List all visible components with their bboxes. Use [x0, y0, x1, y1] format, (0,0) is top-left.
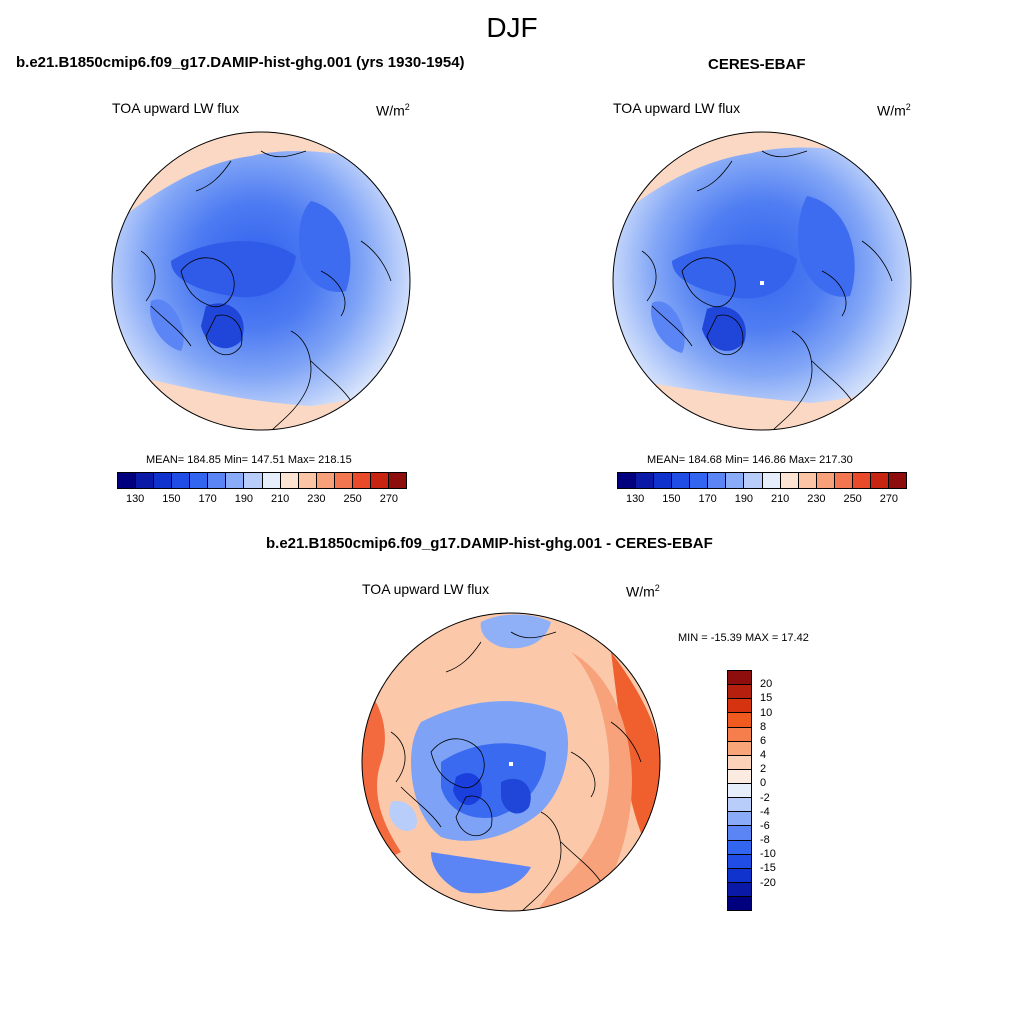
obs-polar-map: [612, 131, 912, 431]
model-colorbar-swatch: [262, 473, 281, 488]
diff-colorbar-swatch: [728, 699, 751, 714]
diff-colorbar-swatch: [728, 727, 751, 742]
model-colorbar-swatch: [226, 473, 245, 488]
obs-units-label: W/m2: [877, 102, 911, 119]
model-colorbar-swatch: [118, 473, 137, 488]
model-colorbar-tick-label: 130: [125, 493, 145, 505]
diff-colorbar-tick-label: 15: [760, 692, 773, 705]
model-colorbar-tick-label: 250: [343, 493, 362, 505]
model-variable-label: TOA upward LW flux: [112, 100, 240, 116]
model-colorbar-swatch: [280, 473, 299, 488]
diff-colorbar-tick-label: -2: [760, 791, 770, 804]
model-units-label: W/m2: [376, 102, 410, 119]
obs-colorbar-swatch: [672, 473, 691, 488]
diff-colorbar-tick-label: 0: [760, 777, 767, 790]
model-stats: MEAN= 184.85 Min= 147.51 Max= 218.15: [146, 454, 352, 466]
obs-colorbar-swatch: [834, 473, 853, 488]
model-colorbar-swatch: [352, 473, 371, 488]
diff-colorbar-swatch: [728, 769, 751, 784]
diff-colorbar-tick-label: 4: [760, 749, 767, 762]
diff-colorbar-swatch: [728, 755, 751, 770]
obs-colorbar-tick-label: 170: [698, 493, 717, 505]
diff-colorbar-tick-label: -10: [760, 848, 776, 861]
obs-variable-label: TOA upward LW flux: [613, 100, 741, 116]
model-colorbar: 130 150 170 190 210 230 250 270: [117, 472, 407, 505]
diff-colorbar-tick-label: -15: [760, 862, 776, 875]
season-title: DJF: [486, 12, 538, 43]
diff-colorbar-swatch: [728, 798, 751, 813]
diff-colorbar-tick-label: 2: [760, 763, 767, 776]
model-polar-map: [111, 131, 411, 431]
diff-colorbar-swatch: [728, 854, 751, 869]
obs-panel-title: CERES-EBAF: [708, 56, 806, 73]
diff-colorbar-swatch: [728, 826, 751, 841]
model-colorbar-tick-label: 190: [234, 493, 254, 505]
diff-colorbar-tick-label: 10: [760, 706, 773, 719]
model-colorbar-swatch: [244, 473, 263, 488]
obs-colorbar-swatch: [762, 473, 781, 488]
diff-colorbar-tick-label: 20: [760, 678, 773, 691]
diff-colorbar-swatch: [728, 671, 751, 686]
diff-colorbar-tick-label: -20: [760, 876, 776, 889]
model-colorbar-swatch: [154, 473, 173, 488]
model-colorbar-swatch: [334, 473, 353, 488]
model-colorbar-tick-label: 170: [198, 493, 217, 505]
obs-colorbar-swatch: [654, 473, 673, 488]
diff-polar-map: [361, 612, 661, 912]
obs-colorbar-swatch: [690, 473, 709, 488]
model-colorbar-tick-label: 210: [270, 493, 290, 505]
diff-colorbar-swatch: [728, 812, 751, 827]
diff-stats: MIN = -15.39 MAX = 17.42: [678, 632, 809, 644]
model-colorbar-swatch: [208, 473, 227, 488]
diff-colorbar: 20 15 10 8 6 4 2 0 -2 -4 -6 -8 -10 -15 -20: [727, 670, 776, 911]
obs-colorbar-swatch: [798, 473, 817, 488]
model-colorbar-swatch: [388, 473, 406, 488]
diff-colorbar-swatch: [728, 840, 751, 855]
diff-colorbar-tick-label: 8: [760, 720, 767, 733]
obs-colorbar-tick-label: 250: [843, 493, 862, 505]
diff-colorbar-swatch: [728, 897, 751, 911]
diff-colorbar-swatch: [728, 882, 751, 897]
model-panel-title: b.e21.B1850cmip6.f09_g17.DAMIP-hist-ghg.…: [16, 54, 465, 71]
model-colorbar-swatch: [316, 473, 335, 488]
obs-colorbar-swatch: [636, 473, 655, 488]
obs-colorbar-swatch: [870, 473, 889, 488]
obs-colorbar-tick-label: 270: [879, 493, 899, 505]
model-colorbar-swatch: [370, 473, 389, 488]
obs-colorbar-tick-label: 130: [625, 493, 645, 505]
obs-stats: MEAN= 184.68 Min= 146.86 Max= 217.30: [647, 454, 853, 466]
model-colorbar-swatch: [190, 473, 209, 488]
obs-colorbar: 130 150 170 190 210 230 250 270: [617, 472, 907, 505]
model-colorbar-swatch: [172, 473, 191, 488]
diff-colorbar-tick-label: -6: [760, 819, 770, 832]
model-colorbar-swatch: [298, 473, 317, 488]
diff-colorbar-swatch: [728, 685, 751, 700]
diff-colorbar-swatch: [728, 868, 751, 883]
obs-colorbar-swatch: [852, 473, 871, 488]
diff-colorbar-swatch: [728, 741, 751, 756]
diff-colorbar-swatch: [728, 713, 751, 728]
model-colorbar-swatch: [136, 473, 155, 488]
obs-colorbar-swatch: [744, 473, 763, 488]
obs-colorbar-swatch: [618, 473, 637, 488]
obs-colorbar-tick-label: 210: [770, 493, 790, 505]
diff-colorbar-swatch: [728, 784, 751, 799]
obs-colorbar-swatch: [888, 473, 906, 488]
obs-colorbar-tick-label: 190: [734, 493, 754, 505]
diff-units-label: W/m2: [626, 583, 660, 600]
model-colorbar-tick-label: 150: [162, 493, 181, 505]
model-colorbar-tick-label: 230: [307, 493, 326, 505]
obs-colorbar-swatch: [726, 473, 745, 488]
obs-colorbar-swatch: [780, 473, 799, 488]
obs-colorbar-tick-label: 150: [662, 493, 681, 505]
diff-panel-title: b.e21.B1850cmip6.f09_g17.DAMIP-hist-ghg.…: [266, 535, 713, 552]
diff-variable-label: TOA upward LW flux: [362, 581, 490, 597]
diff-colorbar-tick-label: -8: [760, 834, 770, 847]
obs-colorbar-tick-label: 230: [807, 493, 826, 505]
obs-colorbar-swatch: [816, 473, 835, 488]
diff-colorbar-tick-label: 6: [760, 734, 767, 747]
model-colorbar-tick-label: 270: [379, 493, 399, 505]
obs-colorbar-swatch: [708, 473, 727, 488]
diff-colorbar-tick-label: -4: [760, 805, 770, 818]
